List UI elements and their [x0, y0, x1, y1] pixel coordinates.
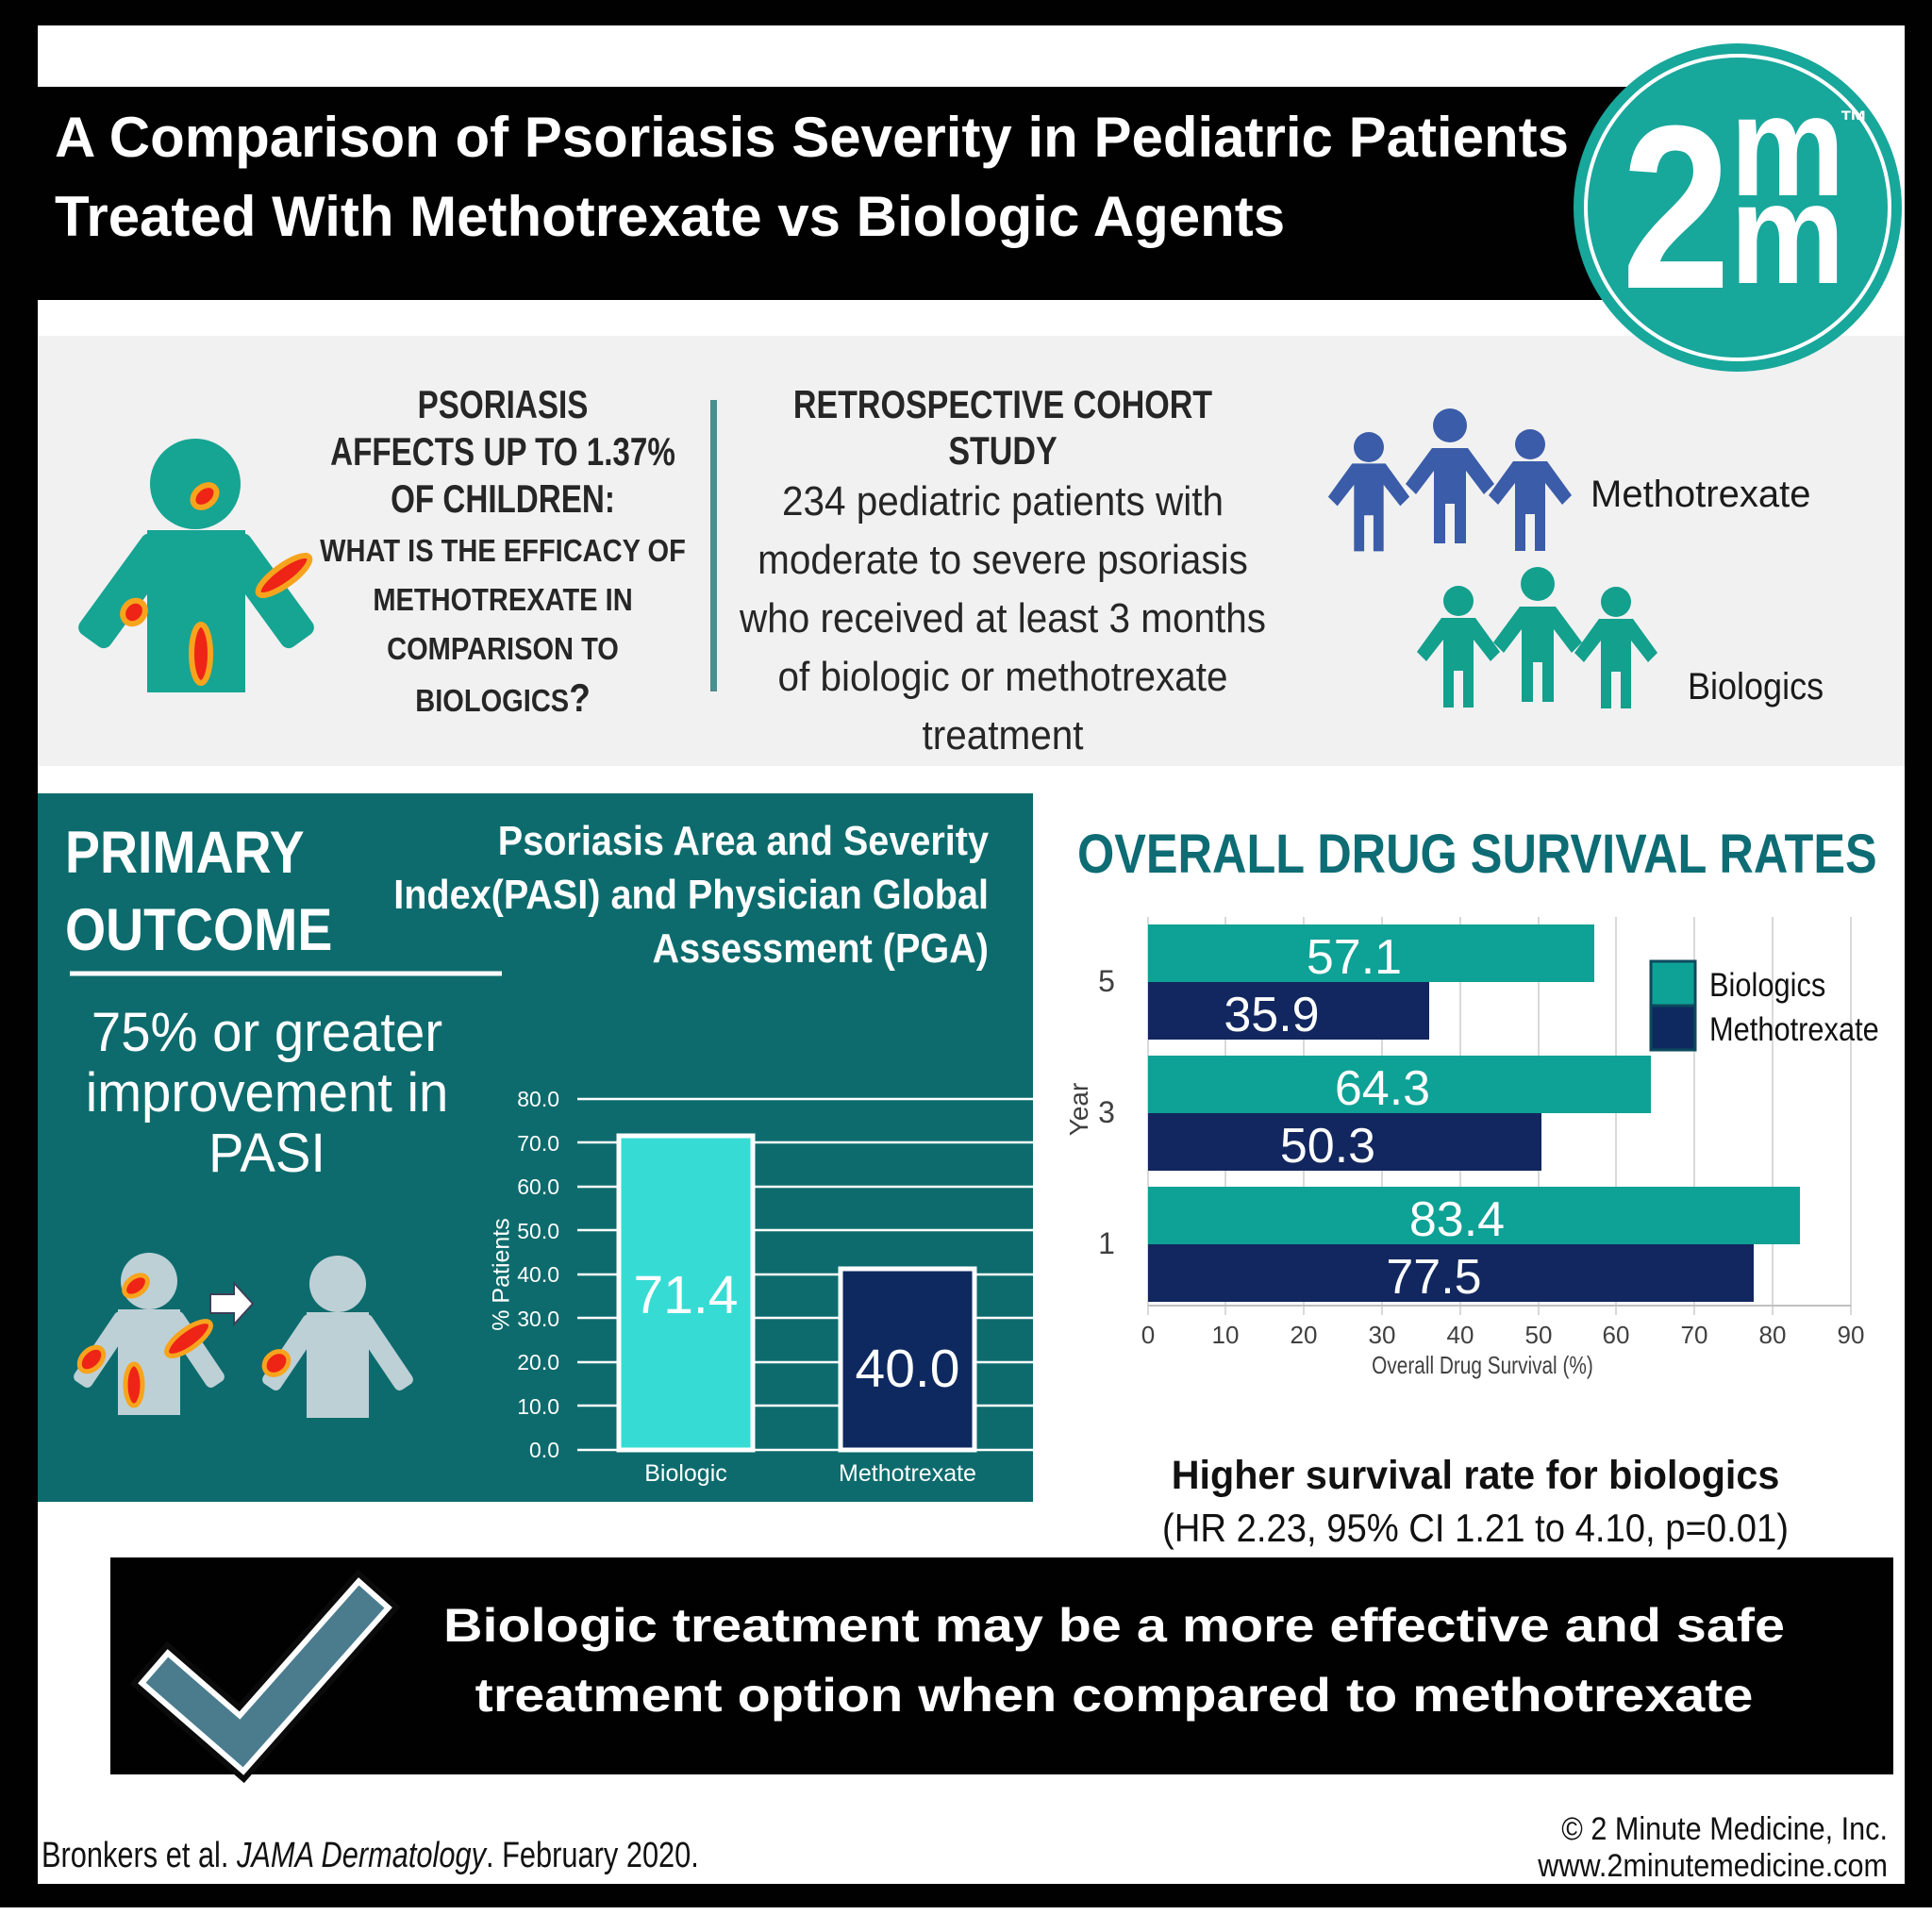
- svg-text:m: m: [1730, 153, 1845, 313]
- svg-text:™: ™: [1840, 106, 1868, 137]
- svg-text:m: m: [1730, 65, 1845, 225]
- svg-text:2: 2: [1622, 78, 1730, 338]
